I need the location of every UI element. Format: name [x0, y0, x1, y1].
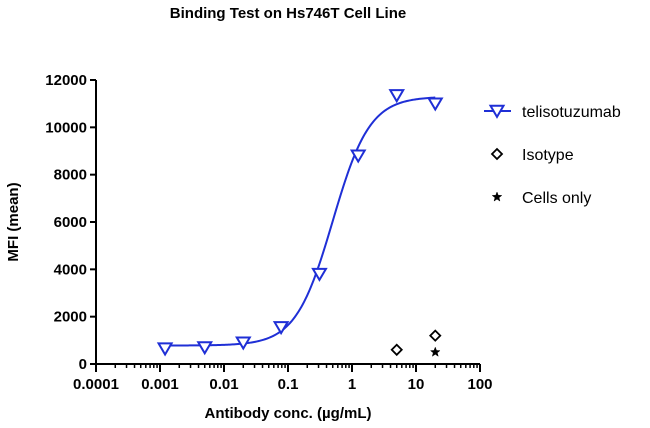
telisotuzumab-point [156, 342, 174, 357]
telisotuzumab-point [388, 89, 405, 104]
x-tick-label: 0.001 [141, 376, 179, 393]
y-tick-label: 6000 [54, 214, 87, 231]
telisotuzumab-fit-curve [165, 96, 436, 347]
telisotuzumab-point [196, 341, 213, 356]
legend-marker-isotype [490, 147, 504, 161]
x-tick-label: 100 [467, 376, 492, 393]
isotype-point [428, 329, 442, 342]
y-tick-label: 8000 [54, 167, 87, 184]
x-tick-label: 0.0001 [73, 376, 119, 393]
y-axis-label: MFI (mean) [5, 182, 22, 261]
isotype-point [390, 343, 404, 357]
x-axis-label: Antibody conc. (µg/mL) [205, 405, 372, 422]
x-tick-label: 0.1 [278, 376, 299, 393]
legend: telisotuzumab Isotype Cells only [484, 104, 621, 207]
x-tick-label: 0.01 [209, 376, 238, 393]
data-points [156, 89, 444, 357]
telisotuzumab-point [235, 336, 252, 351]
x-ticks: 0.0001 0.001 0.01 0.1 1 10 100 [73, 364, 493, 393]
y-tick-label: 4000 [54, 261, 87, 278]
legend-label-cells-only: Cells only [522, 190, 591, 207]
y-ticks: 0 2000 4000 6000 8000 10000 12000 [45, 72, 96, 373]
legend-marker-cells-only [491, 191, 503, 202]
chart-title: Binding Test on Hs746T Cell Line [170, 5, 406, 22]
telisotuzumab-point [427, 97, 444, 112]
telisotuzumab-point [349, 149, 367, 164]
x-tick-label: 10 [408, 376, 425, 393]
telisotuzumab-point [311, 267, 328, 282]
y-tick-label: 10000 [45, 119, 87, 136]
y-tick-label: 12000 [45, 72, 87, 89]
x-tick-label: 1 [348, 376, 356, 393]
y-tick-label: 2000 [54, 309, 87, 326]
cells-only-point [429, 346, 441, 357]
y-tick-label: 0 [79, 356, 87, 373]
legend-marker-telisotuzumab [488, 104, 506, 119]
telisotuzumab-point [272, 321, 290, 336]
legend-label-isotype: Isotype [522, 147, 574, 164]
legend-label-telisotuzumab: telisotuzumab [522, 104, 621, 121]
